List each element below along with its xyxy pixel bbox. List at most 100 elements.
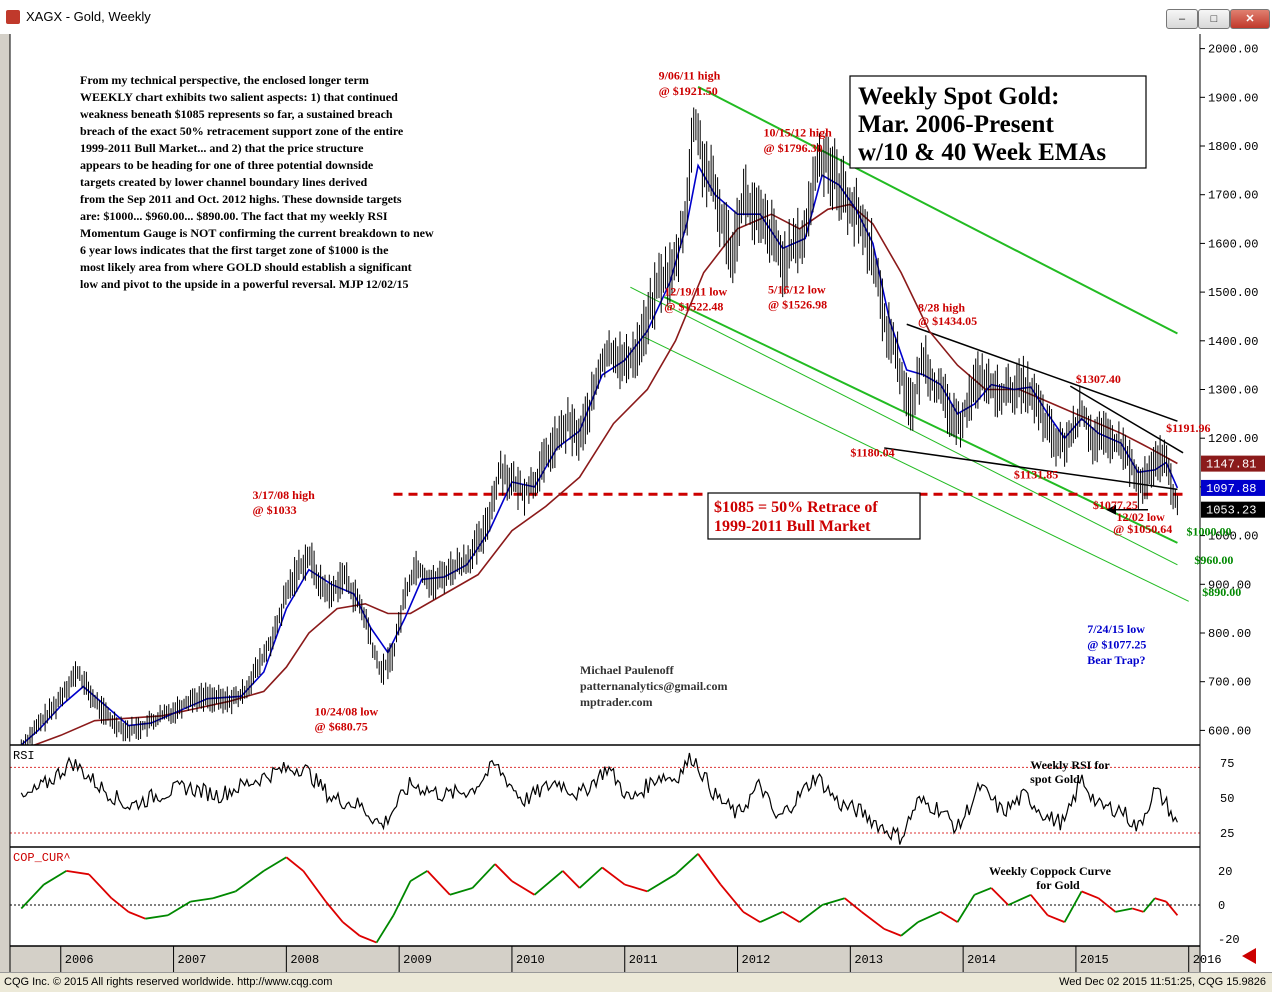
price-annotation: 10/15/12 high: [763, 125, 832, 139]
price-bars: [20, 107, 1178, 745]
coppock-segment: [471, 863, 496, 889]
chart-area[interactable]: RSI COP_CUR^ 2006 2007 2008 2009 2010 2011 201…: [0, 34, 1272, 972]
price-annotation: @ $1050.64: [1113, 522, 1172, 536]
price-annotation: 8/28 high: [918, 301, 965, 315]
title-box: [849, 75, 1147, 169]
coppock-segment: [128, 911, 146, 920]
coppock-segment: [342, 921, 361, 937]
channel-line: [884, 447, 1178, 491]
maximize-button[interactable]: □: [1198, 9, 1230, 29]
coppock-segment: [1142, 897, 1156, 913]
coppock-segment: [883, 928, 902, 937]
last-value-tag: [1201, 455, 1265, 472]
coppock-caption: Weekly Coppock Curve: [989, 864, 1112, 878]
author-line: Michael Paulenoff: [580, 663, 675, 677]
price-annotation: 12/19/11 low: [664, 285, 727, 299]
coppock-segment: [601, 866, 626, 886]
price-tick-label: 1200.00: [1208, 432, 1258, 446]
coppock-segment: [43, 870, 67, 886]
price-tick-label: 800.00: [1208, 627, 1251, 641]
commentary-line: most likely area from where GOLD should …: [80, 260, 412, 274]
coppock-segment: [235, 870, 265, 893]
price-annotation: 10/24/08 low: [315, 704, 379, 718]
rsi-label: RSI: [13, 749, 35, 763]
coppock-segment: [359, 934, 377, 944]
coppock-segment: [20, 883, 45, 910]
coppock-segment: [449, 887, 473, 896]
coppock-segment: [212, 890, 236, 900]
channel-line: [697, 85, 1178, 335]
scroll-left-icon: [1242, 948, 1256, 964]
timestamp-text: Wed Dec 02 2015 11:51:25, CQG 15.9826: [1059, 976, 1266, 988]
close-button[interactable]: ✕: [1230, 9, 1270, 29]
rsi-line: [20, 752, 1178, 845]
commentary-line: 1999-2011 Bull Market... and 2) that the…: [80, 141, 364, 155]
coppock-segment: [190, 897, 214, 903]
commentary-line: breach of the exact 50% retracement supp…: [80, 124, 404, 138]
commentary-line: weakness beneath $1085 represents so far…: [80, 107, 393, 121]
commentary-line: low and pivot to the upside in a powerfu…: [80, 277, 408, 291]
coppock-segment: [426, 870, 451, 896]
chart-title-line: Mar. 2006-Present: [858, 111, 1054, 138]
price-annotation: @ $1796.30: [763, 141, 822, 155]
last-value-tag: [1201, 479, 1265, 496]
coppock-segment: [917, 911, 941, 923]
coppock-segment: [742, 911, 761, 923]
channel-line: [641, 335, 1189, 602]
commentary-line: WEEKLY chart exhibits two salient aspect…: [80, 90, 398, 104]
price-tick-label: 600.00: [1208, 724, 1251, 738]
year-label: 2013: [854, 953, 883, 967]
coppock-segment: [1047, 914, 1065, 923]
price-annotation: $1180.04: [850, 446, 894, 460]
rsi-tick-label: 50: [1220, 792, 1234, 806]
retrace-box: [707, 492, 921, 540]
price-tick-label: 1800.00: [1208, 140, 1258, 154]
coppock-tick-label: 20: [1218, 865, 1232, 879]
coppock-segment: [900, 921, 919, 937]
year-label: 2015: [1080, 953, 1109, 967]
price-annotation: 9/06/11 high: [659, 68, 721, 82]
year-label: 2012: [742, 953, 771, 967]
rsi-caption: Weekly RSI for: [1030, 758, 1110, 772]
price-tick-label: 1700.00: [1208, 189, 1258, 203]
price-annotation: @ $1033: [253, 503, 297, 517]
rsi-panel: RSI: [10, 749, 1200, 845]
retrace-box-line: $1085 = 50% Retrace of: [714, 499, 878, 516]
price-annotation: @ $680.75: [315, 719, 368, 733]
price-tick-label: 1900.00: [1208, 91, 1258, 105]
coppock-segment: [782, 911, 801, 923]
coppock-segment: [409, 870, 428, 882]
coppock-segment: [302, 870, 327, 903]
coppock-segment: [624, 883, 648, 893]
coppock-segment: [1007, 893, 1032, 906]
coppock-segment: [1132, 907, 1144, 913]
minimize-button[interactable]: –: [1166, 9, 1198, 29]
coppock-panel: COP_CUR^: [10, 851, 1200, 944]
coppock-segment: [325, 901, 344, 923]
chart-title-line: w/10 & 40 Week EMAs: [858, 139, 1106, 166]
author-line: mptrader.com: [580, 695, 653, 709]
chart-title-line: Weekly Spot Gold:: [858, 83, 1059, 110]
coppock-segment: [562, 870, 581, 889]
coppock-segment: [66, 870, 90, 876]
coppock-segment: [844, 897, 863, 913]
ema40-line: [32, 203, 1178, 745]
coppock-label: COP_CUR^: [13, 851, 71, 865]
axes: 2006 2007 2008 2009 2010 2011 2012 2013 2014 2015…: [9, 34, 1265, 972]
commentary-line: are: $1000... $960.00... $890.00. The fa…: [80, 209, 388, 223]
commentary-line: 6 year lows indicates that the first tar…: [80, 243, 389, 257]
price-tick-label: 2000.00: [1208, 43, 1258, 57]
price-tick-label: 1500.00: [1208, 286, 1258, 300]
coppock-tick-label: 0: [1218, 899, 1225, 913]
pointer-arrow-head: [1106, 504, 1116, 515]
window-title: XAGX - Gold, Weekly: [26, 9, 151, 24]
coppock-segment: [392, 880, 412, 916]
coppock-segment: [974, 887, 992, 896]
coppock-caption: for Gold: [1036, 878, 1080, 892]
last-value-label: 1097.88: [1206, 482, 1256, 496]
target-label: $960.00: [1194, 553, 1233, 567]
commentary-line: from the Sep 2011 and Oct. 2012 highs. T…: [80, 192, 402, 206]
price-annotation: 12/02 low: [1117, 510, 1166, 524]
channel-line: [663, 296, 1178, 544]
